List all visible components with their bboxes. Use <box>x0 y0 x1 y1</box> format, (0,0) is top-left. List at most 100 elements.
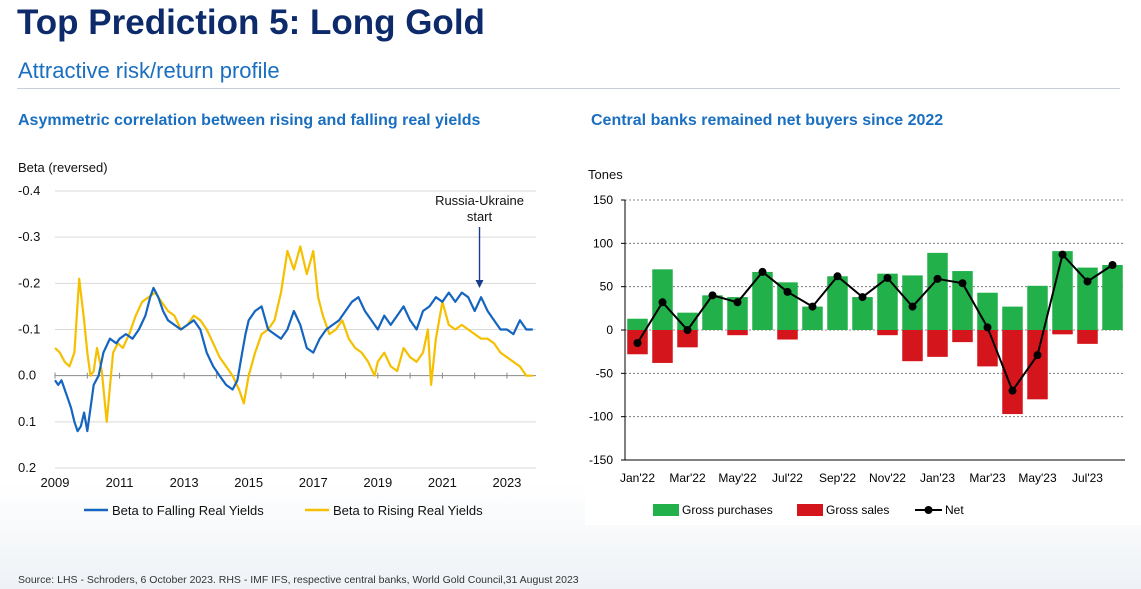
y-tick-label: 0.1 <box>18 414 36 429</box>
y-tick-label: 150 <box>593 193 613 207</box>
left-y-axis-title: Beta (reversed) <box>18 160 108 175</box>
purchase-bar <box>1002 306 1023 330</box>
legend-swatch-net-marker <box>924 506 933 514</box>
beta-line-chart: -0.4 -0.3 -0.2 -0.1 0.0 0.1 0.2 2009 2011 2013 201… <box>18 183 536 518</box>
purchase-bar <box>1102 265 1123 330</box>
purchase-bar <box>1052 251 1073 330</box>
sales-bar <box>927 330 948 357</box>
sales-bar <box>777 330 798 340</box>
net-point <box>933 274 942 283</box>
x-tick-label: 2021 <box>428 475 457 490</box>
annotation-label: start <box>467 209 493 224</box>
purchase-bar <box>802 306 823 330</box>
x-tick-label: 2009 <box>41 475 70 490</box>
legend-label-falling: Beta to Falling Real Yields <box>112 503 264 518</box>
net-point <box>883 274 892 282</box>
y-tick-label: -0.2 <box>18 275 40 290</box>
sales-bar <box>727 330 748 336</box>
net-point <box>1083 277 1092 286</box>
x-tick-label: May'22 <box>718 471 757 485</box>
purchase-bar <box>1077 267 1098 330</box>
purchase-bar <box>1027 285 1048 330</box>
legend-swatch-sales <box>797 504 823 516</box>
x-tick-label: Jan'22 <box>620 471 655 485</box>
x-tick-label: Jul'23 <box>1072 471 1103 485</box>
sales-bar <box>677 330 698 348</box>
net-point <box>808 302 817 311</box>
source-note: Source: LHS - Schroders, 6 October 2023.… <box>18 574 579 586</box>
net-point <box>1058 250 1067 259</box>
sales-bar <box>1027 330 1048 400</box>
x-tick-label: 2017 <box>299 475 328 490</box>
y-tick-label: -100 <box>589 410 613 424</box>
x-tick-label: 2015 <box>234 475 263 490</box>
net-point <box>708 291 717 300</box>
page-subtitle: Attractive risk/return profile <box>18 58 280 83</box>
net-point <box>833 272 842 281</box>
net-point <box>683 326 692 334</box>
y-tick-label: 0.2 <box>18 460 36 475</box>
purchase-bar <box>927 252 948 330</box>
sales-bar <box>1002 330 1023 415</box>
right-y-axis-title: Tones <box>588 167 623 182</box>
y-tick-label: 0 <box>606 323 613 337</box>
legend-label-net: Net <box>945 503 964 517</box>
page-title: Top Prediction 5: Long Gold <box>17 3 485 42</box>
net-point <box>1108 261 1117 269</box>
x-tick-label: Sep'22 <box>819 471 856 485</box>
falling-yields-line <box>54 286 533 433</box>
central-bank-bar-chart: 150 100 50 0 -50 -100 -150 Jan'22 Mar'22 May'22 Ju… <box>585 180 1141 525</box>
y-tick-label: -0.1 <box>18 322 40 337</box>
purchase-bar <box>877 273 898 330</box>
sales-bar <box>1052 330 1073 335</box>
sales-bar <box>1077 330 1098 344</box>
x-tick-label: Nov'22 <box>869 471 906 485</box>
x-tick-label: Mar'23 <box>969 471 1006 485</box>
x-tick-label: 2023 <box>492 475 521 490</box>
sales-bar <box>652 330 673 363</box>
purchase-bar <box>627 318 648 330</box>
net-point <box>658 298 667 307</box>
net-point <box>858 293 867 302</box>
x-tick-label: Jul'22 <box>772 471 803 485</box>
y-tick-label: 50 <box>600 280 614 294</box>
right-chart-title: Central banks remained net buyers since … <box>591 112 944 129</box>
legend-label-purchases: Gross purchases <box>682 503 773 517</box>
x-tick-label: 2011 <box>106 475 134 490</box>
y-tick-label: -150 <box>589 453 613 467</box>
net-point <box>908 302 917 311</box>
purchase-bar <box>752 271 773 330</box>
legend-label-sales: Gross sales <box>826 503 889 517</box>
net-point <box>733 298 742 307</box>
sales-bar <box>902 330 923 362</box>
y-tick-label: 0.0 <box>18 368 36 383</box>
x-tick-label: 2013 <box>170 475 199 490</box>
net-point <box>758 267 767 276</box>
y-tick-label: -0.3 <box>18 229 40 244</box>
net-point <box>1008 386 1017 395</box>
x-tick-label: Mar'22 <box>669 471 706 485</box>
chart-panel-background <box>585 180 1141 525</box>
y-tick-label: -0.4 <box>18 183 40 198</box>
sales-bar <box>952 330 973 343</box>
purchase-bar <box>727 297 748 330</box>
legend-swatch-purchases <box>653 504 679 516</box>
net-point <box>983 323 992 332</box>
y-tick-label: 100 <box>593 236 613 250</box>
net-point <box>633 339 642 347</box>
x-tick-label: 2019 <box>363 475 392 490</box>
annotation-label: Russia-Ukraine <box>435 193 524 208</box>
legend-label-rising: Beta to Rising Real Yields <box>333 503 483 518</box>
x-tick-label: Jan'23 <box>920 471 955 485</box>
purchase-bar <box>702 295 723 330</box>
x-tick-label: May'23 <box>1018 471 1057 485</box>
sales-bar <box>877 330 898 336</box>
purchase-bar <box>827 276 848 330</box>
header-divider <box>17 88 1120 89</box>
purchase-bar <box>952 271 973 330</box>
rising-yields-line <box>54 245 533 423</box>
net-line <box>636 252 1114 393</box>
net-point <box>1033 351 1042 360</box>
purchase-bar <box>977 292 998 330</box>
y-tick-label: -50 <box>596 366 614 380</box>
